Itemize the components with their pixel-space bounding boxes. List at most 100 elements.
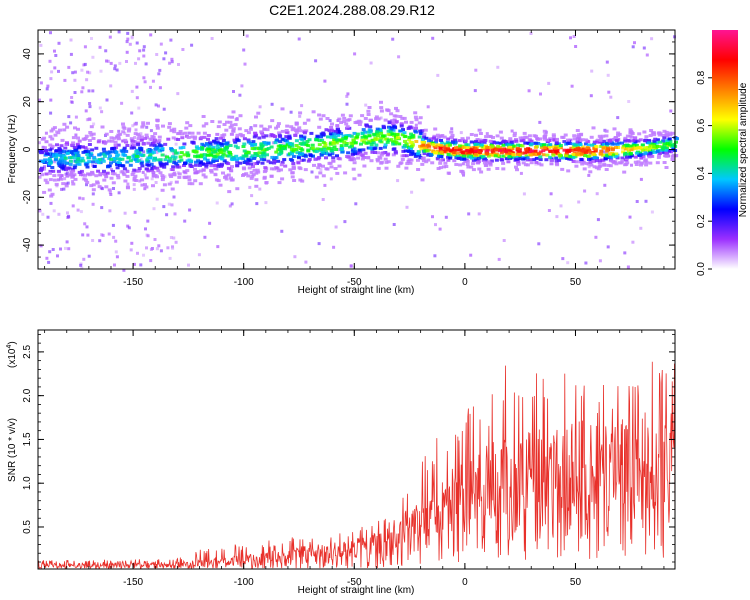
heatmap-ridge-cell [399, 124, 404, 128]
heatmap-ridge-cell [51, 169, 56, 173]
heatmap-noise-cell [57, 212, 61, 216]
heatmap-ridge-cell [250, 154, 255, 158]
heatmap-ridge-cell [316, 157, 321, 161]
heatmap-noise-cell [135, 85, 139, 89]
heatmap-ridge-cell [442, 165, 446, 169]
heatmap-ridge-cell [171, 155, 176, 159]
heatmap-ridge-cell [258, 146, 263, 150]
heatmap-ridge-cell [632, 143, 637, 147]
spectrogram-y-axis-label: Frequency (Hz) [7, 115, 18, 184]
heatmap-ridge-cell [318, 164, 323, 168]
heatmap-ridge-cell [368, 130, 373, 134]
heatmap-ridge-cell [170, 168, 175, 171]
heatmap-ridge-cell [83, 150, 88, 153]
heatmap-ridge-cell [238, 132, 243, 136]
heatmap-ridge-cell [269, 174, 274, 178]
heatmap-ridge-cell [249, 176, 254, 180]
heatmap-ridge-cell [195, 155, 200, 159]
heatmap-ridge-cell [172, 127, 177, 131]
heatmap-ridge-cell [633, 155, 638, 159]
heatmap-ridge-cell [121, 164, 126, 168]
heatmap-ridge-cell [221, 171, 225, 175]
heatmap-ridge-cell [68, 173, 73, 177]
heatmap-ridge-cell [264, 134, 269, 138]
heatmap-ridge-cell [200, 142, 205, 146]
heatmap-ridge-cell [379, 106, 384, 110]
heatmap-ridge-cell [609, 159, 614, 163]
heatmap-ridge-cell [251, 140, 256, 144]
heatmap-ridge-cell [357, 123, 362, 126]
heatmap-ridge-cell [419, 147, 424, 151]
heatmap-ridge-cell [137, 167, 142, 170]
heatmap-ridge-cell [102, 150, 107, 154]
heatmap-ridge-cell [494, 147, 499, 151]
heatmap-noise-cell [117, 129, 121, 133]
heatmap-ridge-cell [339, 144, 344, 148]
heatmap-ridge-cell [658, 140, 663, 144]
heatmap-ridge-cell [250, 143, 255, 147]
heatmap-ridge-cell [85, 165, 90, 169]
heatmap-noise-cell [79, 263, 83, 267]
heatmap-ridge-cell [228, 144, 233, 147]
heatmap-ridge-cell [277, 181, 282, 185]
heatmap-ridge-cell [446, 146, 451, 150]
heatmap-ridge-cell [442, 149, 447, 153]
heatmap-ridge-cell [103, 140, 108, 144]
heatmap-ridge-cell [134, 154, 139, 158]
heatmap-ridge-cell [435, 133, 440, 137]
heatmap-ridge-cell [105, 151, 110, 155]
heatmap-ridge-cell [652, 133, 657, 137]
heatmap-ridge-cell [68, 162, 73, 166]
heatmap-noise-cell [98, 106, 102, 110]
heatmap-ridge-cell [623, 163, 628, 167]
heatmap-noise-cell [595, 192, 599, 196]
heatmap-ridge-cell [244, 154, 249, 158]
heatmap-ridge-cell [282, 158, 287, 162]
heatmap-ridge-cell [136, 143, 141, 147]
heatmap-ridge-cell [404, 166, 409, 170]
heatmap-ridge-cell [94, 146, 99, 150]
heatmap-ridge-cell [449, 130, 454, 134]
heatmap-noise-cell [85, 78, 89, 82]
heatmap-ridge-cell [127, 127, 132, 131]
heatmap-ridge-cell [614, 146, 619, 149]
heatmap-ridge-cell [331, 156, 336, 160]
heatmap-ridge-cell [109, 176, 114, 180]
heatmap-ridge-cell [436, 154, 441, 158]
heatmap-ridge-cell [481, 159, 486, 162]
heatmap-ridge-cell [598, 140, 603, 144]
heatmap-noise-cell [177, 63, 180, 66]
heatmap-noise-cell [227, 115, 231, 119]
heatmap-ridge-cell [342, 140, 347, 144]
heatmap-ridge-cell [60, 138, 65, 142]
heatmap-ridge-cell [413, 129, 418, 133]
heatmap-ridge-cell [536, 137, 540, 141]
heatmap-ridge-cell [152, 166, 157, 170]
heatmap-ridge-cell [279, 163, 284, 167]
heatmap-ridge-cell [344, 143, 349, 147]
heatmap-ridge-cell [499, 158, 504, 161]
heatmap-ridge-cell [85, 153, 90, 156]
heatmap-ridge-cell [122, 167, 127, 171]
heatmap-ridge-cell [409, 132, 414, 136]
x-tick-label: 50 [570, 577, 582, 588]
heatmap-ridge-cell [267, 125, 272, 129]
heatmap-ridge-cell [62, 159, 67, 163]
heatmap-ridge-cell [73, 126, 77, 130]
heatmap-ridge-cell [389, 138, 394, 142]
heatmap-ridge-cell [612, 142, 617, 146]
heatmap-ridge-cell [113, 140, 118, 144]
heatmap-ridge-cell [568, 155, 573, 159]
heatmap-noise-cell [396, 179, 400, 183]
heatmap-noise-cell [289, 110, 293, 114]
heatmap-ridge-cell [473, 146, 478, 150]
heatmap-ridge-cell [625, 147, 630, 151]
heatmap-noise-cell [153, 238, 157, 241]
heatmap-noise-cell [91, 202, 95, 206]
heatmap-noise-cell [605, 60, 609, 64]
heatmap-ridge-cell [392, 118, 397, 122]
x-tick-label: -100 [234, 577, 254, 588]
heatmap-ridge-cell [274, 150, 279, 154]
heatmap-ridge-cell [58, 128, 62, 132]
